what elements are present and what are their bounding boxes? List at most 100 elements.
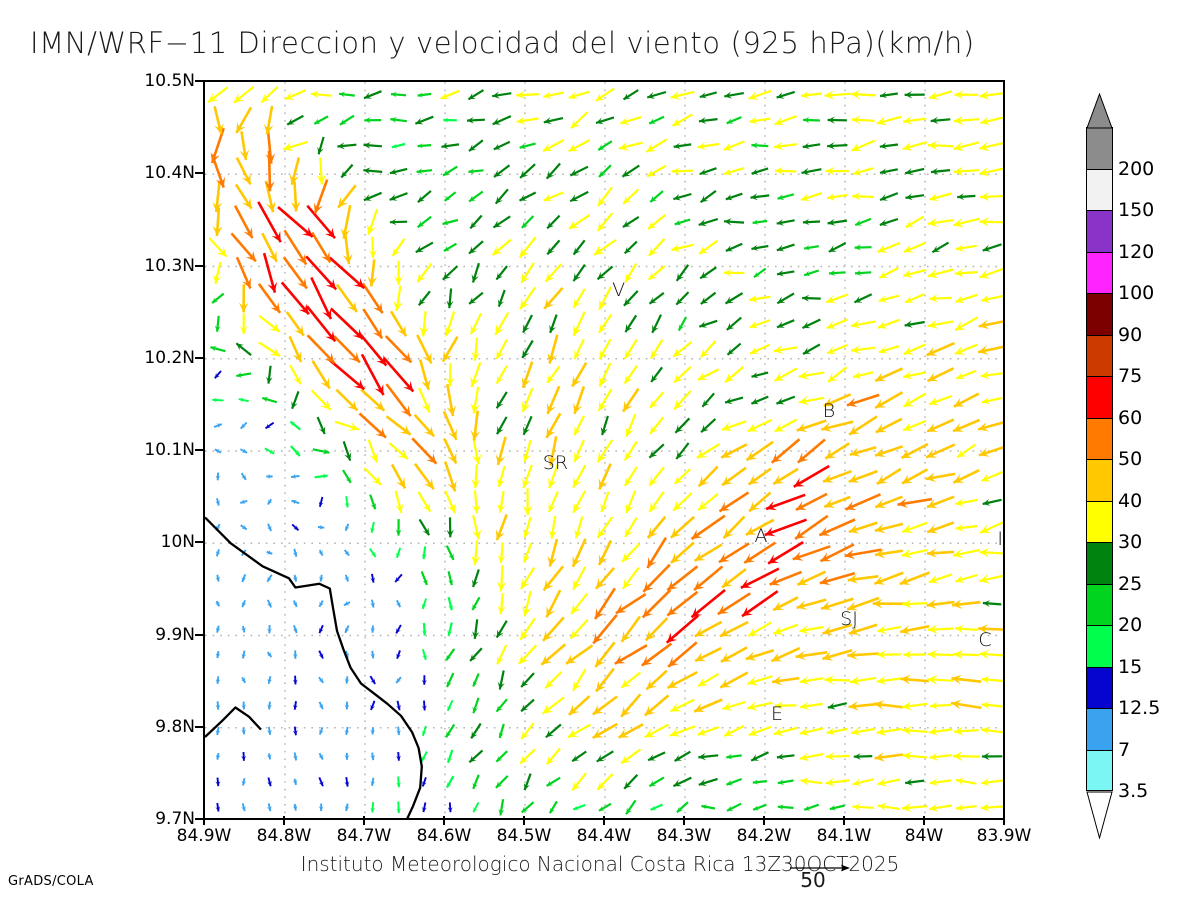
- wind-arrow: [441, 142, 460, 150]
- colorbar-swatch: [1086, 542, 1113, 584]
- wind-arrow: [850, 345, 876, 354]
- wind-arrow: [723, 724, 745, 737]
- wind-arrow: [360, 353, 385, 396]
- colorbar-swatch: [1086, 168, 1113, 210]
- wind-arrow: [928, 573, 953, 584]
- wind-arrow: [265, 365, 273, 384]
- wind-arrow: [982, 600, 1002, 607]
- wind-arrow: [723, 269, 745, 277]
- wind-arrow: [648, 491, 665, 513]
- wind-arrow: [641, 588, 672, 619]
- wind-arrow: [724, 292, 744, 305]
- wind-arrow: [335, 283, 358, 313]
- wind-arrow: [854, 217, 872, 227]
- wind-arrow: [905, 215, 925, 229]
- wind-arrow: [803, 269, 820, 277]
- wind-arrow: [954, 498, 978, 507]
- wind-arrow: [568, 214, 591, 230]
- wind-arrow: [825, 166, 849, 176]
- wind-arrow: [291, 523, 300, 531]
- wind-arrow: [600, 491, 610, 513]
- wind-arrow: [235, 157, 252, 185]
- wind-arrow: [697, 465, 719, 488]
- reference-vector-arrow: [790, 864, 850, 872]
- x-axis-tick-label: 84.5W: [496, 826, 552, 846]
- wind-arrow: [382, 356, 415, 393]
- wind-arrow: [874, 367, 904, 383]
- wind-arrow: [596, 750, 614, 763]
- wind-arrow: [625, 799, 637, 815]
- wind-arrow: [344, 625, 350, 634]
- wind-arrow: [572, 263, 586, 282]
- wind-arrow: [413, 463, 435, 490]
- x-axis-tick-label: 84.6W: [416, 826, 472, 846]
- wind-arrow: [289, 364, 302, 385]
- wind-arrow: [802, 117, 820, 124]
- wind-arrow: [980, 803, 1003, 812]
- wind-arrow: [235, 342, 252, 356]
- wind-arrow: [258, 341, 281, 358]
- wind-arrow: [498, 723, 505, 739]
- wind-arrow: [548, 464, 559, 489]
- colorbar-tick-label: 3.5: [1118, 780, 1149, 802]
- wind-arrow: [926, 418, 955, 433]
- wind-arrow: [597, 388, 613, 412]
- wind-arrow: [622, 188, 640, 205]
- wind-arrow: [417, 143, 432, 149]
- wind-arrow: [545, 162, 561, 180]
- wind-arrow: [673, 365, 692, 384]
- wind-arrow: [725, 192, 743, 201]
- wind-arrow: [267, 675, 273, 685]
- wind-arrow: [241, 803, 246, 812]
- wind-arrow: [792, 545, 831, 561]
- wind-arrow: [594, 587, 616, 620]
- wind-arrow: [825, 777, 850, 787]
- wind-arrow: [422, 802, 427, 813]
- wind-arrow: [770, 646, 801, 663]
- wind-arrow: [370, 625, 376, 633]
- wind-arrow: [927, 649, 954, 660]
- wind-arrow: [445, 363, 455, 387]
- x-axis-tick: [763, 816, 765, 825]
- x-axis-tick: [203, 816, 205, 825]
- wind-arrow: [929, 192, 952, 202]
- wind-arrow: [344, 803, 350, 812]
- wind-arrow: [519, 566, 536, 590]
- wind-arrow: [621, 164, 640, 178]
- wind-arrow: [797, 438, 826, 464]
- wind-arrow: [802, 218, 821, 226]
- wind-arrow: [926, 367, 955, 383]
- wind-arrow: [598, 463, 612, 490]
- wind-arrow: [879, 142, 899, 150]
- colorbar-swatch: [1086, 459, 1113, 501]
- wind-arrow: [669, 725, 696, 737]
- colorbar-tick-label: 25: [1118, 572, 1143, 595]
- wind-arrow: [318, 549, 324, 557]
- wind-arrow: [548, 515, 558, 539]
- wind-arrow: [878, 345, 900, 354]
- wind-arrow: [396, 776, 401, 788]
- wind-arrow: [318, 803, 324, 812]
- wind-arrow: [980, 116, 1003, 126]
- wind-arrow: [572, 803, 586, 811]
- wind-arrow: [342, 230, 353, 265]
- wind-arrow: [902, 268, 927, 278]
- wind-arrow: [980, 470, 1003, 483]
- wind-arrow: [391, 238, 406, 257]
- wind-arrow: [854, 270, 872, 276]
- wind-arrow: [719, 671, 749, 689]
- colorbar[interactable]: 200 150 120 100 90 75 60 50 40 30 25 20 15 12.5 7 3.5: [1086, 93, 1196, 839]
- map-plot-area[interactable]: V SR B A I SJ C E: [203, 80, 1005, 820]
- wind-arrow: [215, 498, 220, 506]
- wind-arrow: [619, 115, 642, 125]
- wind-arrow: [623, 774, 639, 790]
- wind-arrow: [847, 574, 879, 584]
- wind-arrow: [650, 366, 663, 383]
- wind-arrow: [773, 726, 798, 737]
- wind-arrow: [312, 448, 330, 455]
- wind-arrow: [519, 748, 536, 765]
- wind-arrow: [598, 286, 612, 311]
- wind-arrow: [876, 726, 902, 736]
- y-axis-tick-label: 10.1N: [144, 440, 195, 460]
- wind-arrow: [568, 139, 591, 153]
